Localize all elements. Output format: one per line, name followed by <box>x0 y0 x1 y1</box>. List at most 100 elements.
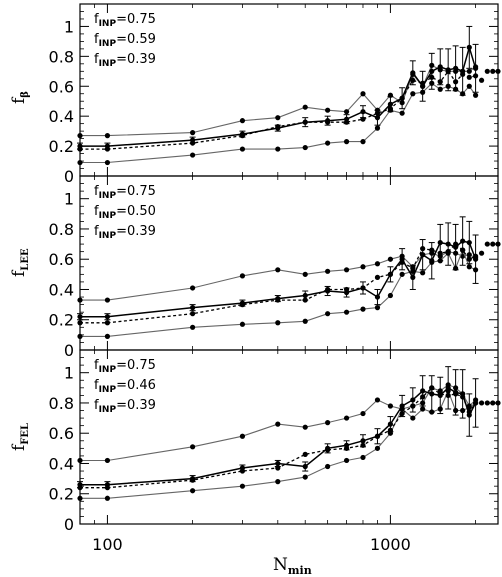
data-point <box>437 392 443 398</box>
data-point <box>239 483 246 489</box>
data-point <box>343 267 350 273</box>
data-point <box>460 391 466 397</box>
x-axis-label: Nmin <box>273 555 312 577</box>
data-point <box>472 400 479 406</box>
data-point <box>275 421 281 427</box>
data-point <box>445 241 451 247</box>
data-point <box>420 388 426 394</box>
data-point <box>302 463 308 470</box>
data-point <box>399 256 405 262</box>
legend-entry: fINP=0.75 <box>94 358 156 375</box>
y-tick-label: 0.2 <box>49 485 74 504</box>
series-line <box>80 70 476 150</box>
legend-entry: fINP=0.39 <box>94 224 156 241</box>
data-point <box>429 391 435 397</box>
data-point <box>239 465 246 471</box>
legend-entry: fINP=0.75 <box>94 12 156 29</box>
data-point <box>104 320 111 326</box>
data-point <box>275 125 281 131</box>
series-solid_err <box>77 366 479 489</box>
data-point <box>466 68 472 74</box>
data-point <box>190 152 196 158</box>
data-point <box>190 130 196 136</box>
data-point <box>490 68 496 74</box>
y-tick-label: 0.4 <box>49 280 74 299</box>
data-point <box>410 70 416 76</box>
y-tick-label: 0.8 <box>49 47 74 66</box>
y-axis-label: fFEL <box>9 423 31 451</box>
data-point <box>445 385 451 391</box>
data-point <box>484 400 490 406</box>
legend-entry: fINP=0.59 <box>94 32 156 49</box>
data-point <box>302 119 308 125</box>
data-point <box>239 118 246 124</box>
series-tail <box>478 68 501 83</box>
data-point <box>77 159 83 166</box>
data-point <box>360 285 366 291</box>
data-point <box>239 146 246 152</box>
data-point <box>460 238 466 244</box>
y-tick-label: 1 <box>64 190 74 209</box>
data-point <box>325 288 331 294</box>
data-point <box>360 264 366 270</box>
data-point <box>302 144 308 151</box>
data-point <box>77 143 83 149</box>
data-point <box>466 264 472 270</box>
data-point <box>77 495 83 501</box>
plot-frame <box>79 175 499 351</box>
data-point <box>325 118 331 124</box>
data-point <box>343 116 350 122</box>
data-point <box>484 241 490 247</box>
series-line <box>80 243 476 324</box>
data-point <box>420 406 426 412</box>
data-point <box>360 410 366 417</box>
data-point <box>399 271 405 277</box>
data-point <box>429 68 435 74</box>
data-point <box>343 415 350 421</box>
y-tick-label: 0 <box>64 515 74 534</box>
series-line <box>80 251 476 301</box>
data-point <box>360 454 366 461</box>
data-point <box>387 256 394 262</box>
data-point <box>437 64 443 70</box>
y-tick-label: 0.4 <box>49 454 74 473</box>
data-point <box>460 68 466 74</box>
data-point <box>453 389 459 395</box>
data-point <box>437 86 443 92</box>
data-point <box>343 457 350 464</box>
data-point <box>302 451 308 457</box>
data-point <box>410 274 416 280</box>
data-point <box>275 460 281 467</box>
series-tail <box>478 400 501 406</box>
series-solid_err <box>77 25 479 150</box>
data-point <box>190 305 196 311</box>
y-tick-label: 1 <box>64 364 74 383</box>
y-tick-label: 0.4 <box>49 107 74 126</box>
data-point <box>466 83 472 89</box>
data-point <box>360 91 366 97</box>
data-point <box>325 107 331 113</box>
data-point <box>325 140 331 146</box>
legend-entry: fINP=0.75 <box>94 184 156 201</box>
data-point <box>77 457 83 464</box>
data-point <box>453 65 459 71</box>
data-point <box>104 314 111 320</box>
y-tick-label: 1 <box>64 17 74 36</box>
data-point <box>239 433 246 439</box>
y-axis-label: fLEE <box>9 248 31 277</box>
data-point <box>190 324 196 330</box>
data-point <box>466 239 472 246</box>
data-point <box>374 115 381 121</box>
data-point <box>387 292 394 299</box>
data-point <box>399 95 405 101</box>
data-point <box>104 297 111 303</box>
data-point <box>104 333 111 339</box>
data-point <box>190 476 196 482</box>
y-tick-label: 0 <box>64 167 74 186</box>
data-point <box>429 258 435 264</box>
data-point <box>275 115 281 121</box>
data-point <box>472 256 479 262</box>
data-point <box>275 320 281 326</box>
legend-entry: fINP=0.39 <box>94 398 156 415</box>
